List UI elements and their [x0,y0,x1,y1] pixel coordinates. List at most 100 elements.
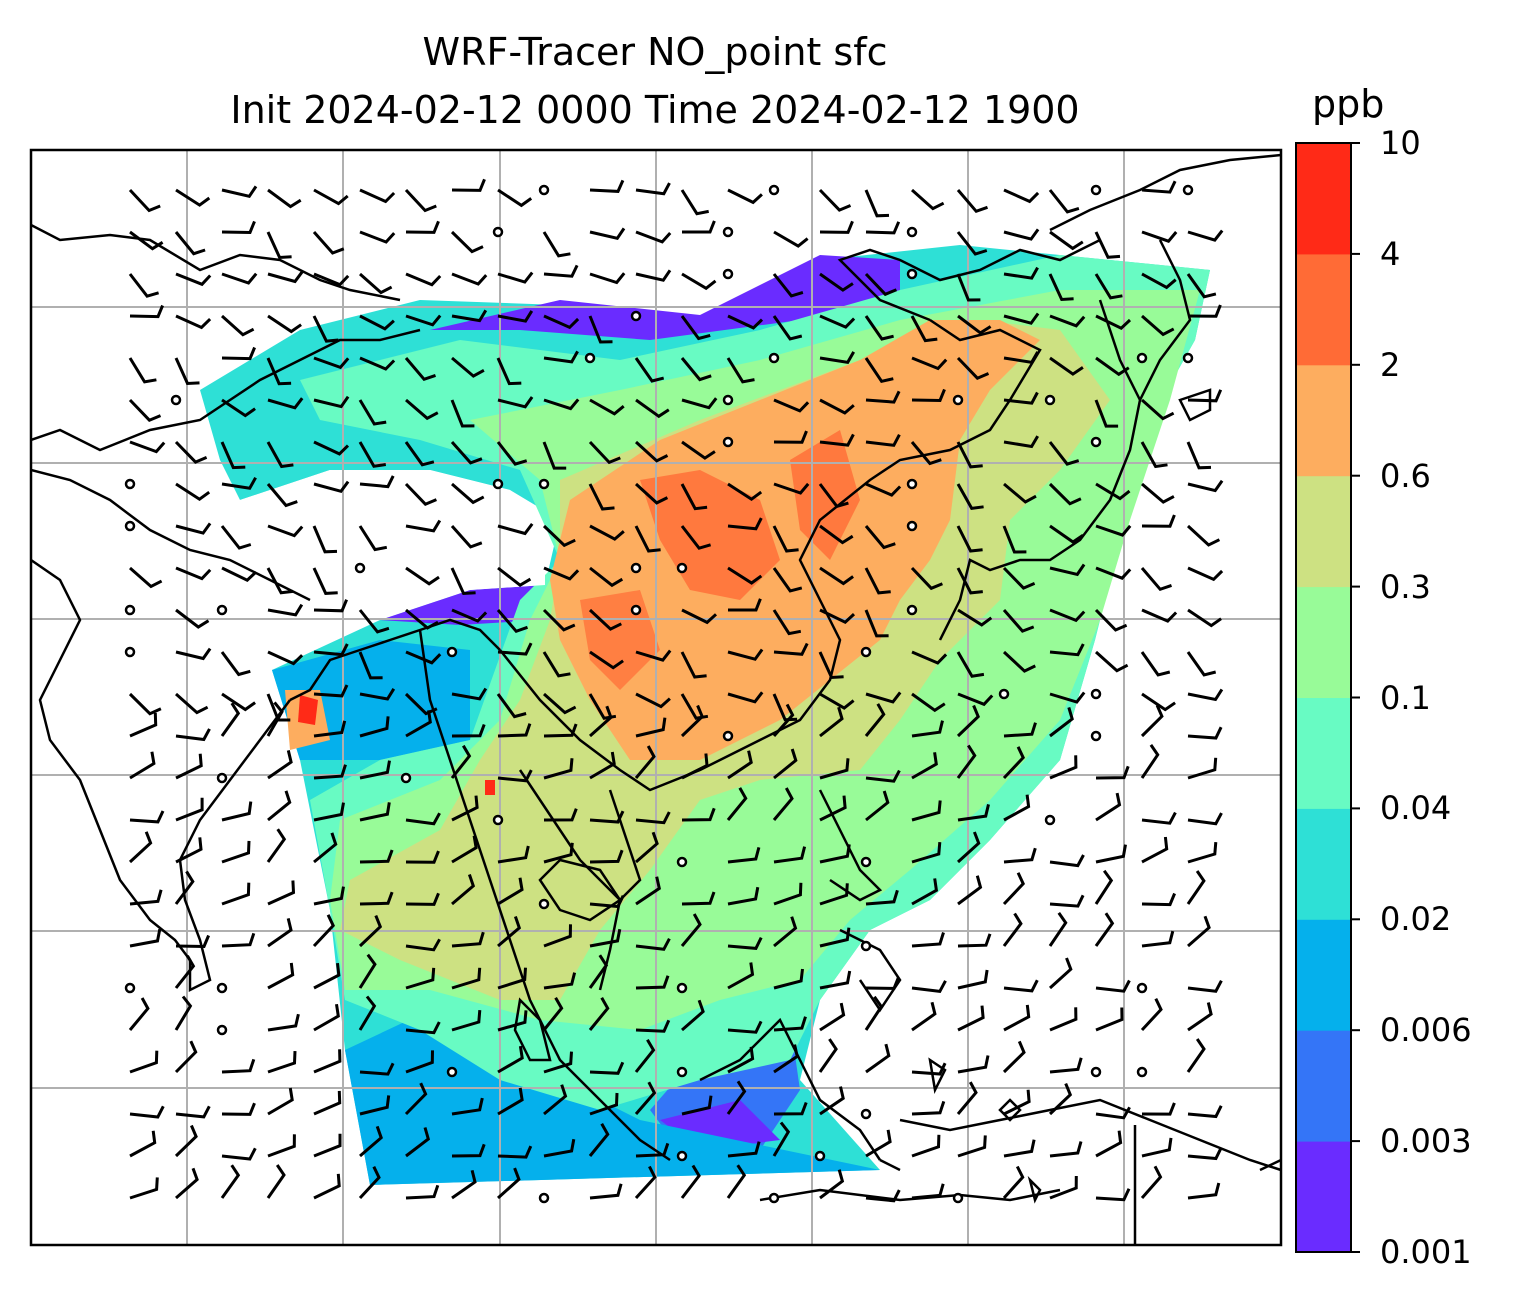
wind-barb [496,693,527,719]
wind-barb [404,692,438,716]
wind-barb [266,567,294,595]
wind-barb [451,272,488,286]
wind-barb [634,482,669,505]
wind-barb [312,231,345,255]
wind-barb [1094,608,1128,632]
wind-barb [175,608,210,629]
wind-barb [957,1005,985,1032]
wind-barb [405,566,440,586]
wind-barb [1002,609,1035,633]
calm-marker [1182,184,1194,196]
wind-barb [359,849,394,864]
wind-barb [175,1167,199,1200]
wind-barb [1049,608,1086,623]
wind-barb [358,525,388,552]
wind-barb [773,1101,808,1116]
wind-barb [405,892,440,906]
wind-barb [497,967,527,990]
wind-barb [588,954,609,989]
wind-barb [497,723,532,738]
wind-barb [451,723,486,738]
wind-barb [1049,524,1084,544]
wind-barb [451,835,478,864]
wind-barb [635,398,670,419]
gridlines [31,150,1281,1245]
wind-barb [635,937,671,951]
wind-barb [129,1130,157,1158]
wind-barb [1003,482,1037,504]
calm-marker [216,772,228,784]
wind-barb [1002,746,1025,780]
wind-barb [956,1081,978,1115]
wind-barb [497,310,534,323]
wind-barb [543,972,577,990]
calm-marker [400,772,412,784]
wind-barb [681,1095,713,1116]
wind-barb [128,398,162,422]
wind-barb [129,712,158,738]
wind-barb [1095,524,1132,537]
calm-marker [630,310,642,322]
wind-barb [1186,524,1221,547]
wind-barb [819,758,850,780]
wind-barb [312,315,339,343]
wind-barb [451,356,485,378]
wind-barb [1141,930,1175,948]
wind-barb [174,954,196,989]
wind-barb [1094,869,1114,905]
calm-marker [722,730,734,742]
colorbar-segment [1296,1141,1351,1253]
wind-barb [819,220,854,234]
wind-barb [450,230,484,254]
wind-barb [911,841,942,864]
wind-barb [313,684,349,698]
wind-barb [542,524,576,548]
wind-barb [634,745,656,779]
calm-marker [906,268,918,280]
wind-barb [1095,482,1131,501]
wind-barb [313,802,345,822]
wind-barb [589,272,626,285]
wind-barb [542,651,571,678]
wind-barb [681,440,716,460]
wind-barb [819,1169,845,1200]
wind-barb [221,220,256,235]
wind-barb [865,433,901,447]
wind-barb [956,567,983,595]
calm-marker [1044,814,1056,826]
wind-barb [312,914,335,948]
wind-barb [818,651,844,680]
calm-marker [538,1192,550,1204]
wind-barb [266,483,298,508]
calm-marker [1136,1066,1148,1078]
calm-marker [216,982,228,994]
wind-barb [1049,1057,1083,1074]
wind-barb [221,476,257,490]
wind-barb [680,913,702,947]
calm-marker [676,982,688,994]
wind-barb [497,877,524,906]
wind-barb [543,264,579,278]
wind-barb [588,483,615,511]
map-frame [29,148,1283,1247]
wind-barb [957,608,993,627]
colorbar-tick-label: 10 [1380,124,1421,162]
wind-barb [1140,651,1171,677]
wind-barb [221,272,258,285]
colorbar-tick-label: 0.003 [1380,1122,1472,1161]
wind-barb [1048,912,1068,947]
wind-barb [497,271,534,284]
wind-barb [175,837,203,864]
wind-barb [727,188,763,205]
wind-barb [313,832,338,864]
wind-barb [773,642,809,656]
colorbar-tick-label: 0.3 [1380,567,1431,606]
wind-barb [1002,650,1036,673]
wind-barb [911,692,946,713]
wind-barb [313,1173,341,1200]
wind-barb [1002,1040,1026,1074]
wind-barb [1049,230,1084,251]
calm-marker [722,394,734,406]
wind-barb [589,1183,623,1200]
wind-barb [359,688,396,701]
